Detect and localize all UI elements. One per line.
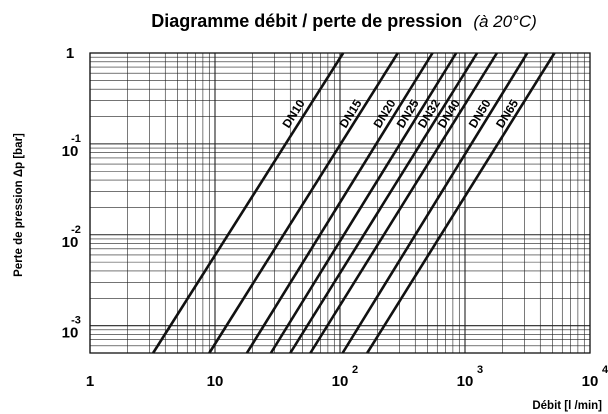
plot-frame	[89, 52, 591, 354]
y-tick-exponent: -1	[71, 133, 81, 145]
x-axis-label: Débit [l /min]	[532, 400, 602, 412]
grid-lines	[89, 53, 590, 354]
y-tick-label: 10	[62, 234, 79, 251]
series-line-dn50	[341, 52, 529, 354]
series-line-dn15	[208, 52, 399, 354]
y-tick-label: 10	[62, 325, 79, 342]
x-tick-label: 10	[582, 373, 599, 390]
series-line-dn32	[289, 52, 479, 354]
y-tick-labels: 110-110-210-3	[62, 45, 81, 342]
series-line-dn65	[366, 52, 556, 354]
y-tick-label: 10	[62, 143, 79, 160]
y-tick-label: 1	[66, 45, 74, 62]
chart-subtitle: (à 20°C)	[473, 12, 536, 31]
x-tick-label: 10	[457, 373, 474, 390]
series-line-dn25	[269, 52, 458, 354]
y-tick-exponent: -2	[71, 224, 81, 236]
x-tick-exponent: 3	[477, 364, 483, 376]
y-tick-exponent: -3	[71, 315, 81, 327]
y-axis-label: Perte de pression Δp [bar]	[13, 133, 25, 277]
chart-title: Diagramme débit / perte de pression (à 2…	[151, 11, 537, 31]
x-tick-label: 1	[86, 373, 94, 390]
series-line-dn40	[309, 52, 499, 354]
x-tick-exponent: 2	[352, 364, 358, 376]
series-line-dn20	[245, 52, 434, 354]
series-line-dn10	[152, 52, 345, 354]
x-tick-label: 10	[332, 373, 349, 390]
chart-title-main: Diagramme débit / perte de pression	[151, 11, 462, 31]
series-lines	[152, 52, 556, 354]
x-tick-exponent: 4	[602, 364, 608, 376]
x-tick-label: 10	[207, 373, 224, 390]
